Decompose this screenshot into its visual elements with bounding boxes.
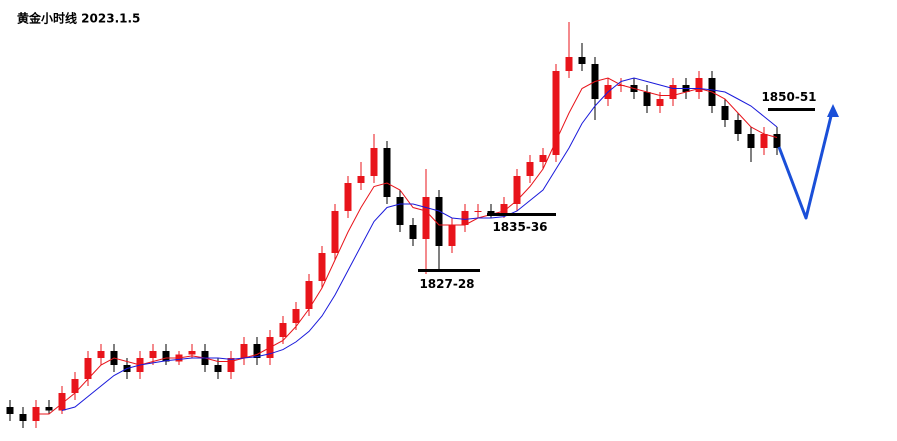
candle-body — [409, 225, 417, 239]
candle-body — [643, 92, 651, 106]
candle-body — [227, 358, 235, 372]
candle-body — [539, 155, 547, 162]
candle-body — [734, 120, 742, 134]
candle-body — [760, 134, 768, 148]
candle-body — [19, 414, 27, 421]
candle-body — [45, 407, 53, 411]
level-label: 1850-51 — [761, 90, 816, 104]
chart-title: 黄金小时线 2023.1.5 — [17, 11, 140, 26]
candle-body — [487, 211, 495, 215]
candle-body — [214, 365, 222, 372]
level-label: 1827-28 — [419, 277, 474, 291]
candle-body — [344, 183, 352, 211]
candle-body — [500, 204, 508, 215]
candle-body — [370, 148, 378, 176]
candle-body — [695, 78, 703, 92]
candle-body — [357, 176, 365, 183]
moving-average-line — [61, 77, 778, 411]
candle-body — [162, 351, 170, 362]
candle-body — [331, 211, 339, 253]
moving-average-line — [36, 77, 778, 415]
candle-body — [669, 85, 677, 99]
candle-body — [721, 106, 729, 120]
candle-body — [656, 99, 664, 106]
candle-body — [240, 344, 248, 358]
candle-body — [513, 176, 521, 204]
candle-body — [383, 148, 391, 197]
candle-body — [474, 211, 482, 212]
candle-body — [253, 344, 261, 358]
candle-body — [305, 281, 313, 309]
candle-body — [84, 358, 92, 379]
candle-body — [97, 351, 105, 358]
candle-body — [71, 379, 79, 393]
candle-body — [149, 351, 157, 358]
candle-body — [188, 351, 196, 355]
forecast-arrow — [777, 107, 835, 220]
candle-body — [552, 71, 560, 155]
candle-body — [435, 197, 443, 246]
candle-body — [396, 197, 404, 225]
candle-body — [448, 225, 456, 246]
candle-body — [279, 323, 287, 337]
candle-body — [292, 309, 300, 323]
candle-body — [578, 57, 586, 64]
candle-body — [461, 211, 469, 225]
plot: 1827-28 1835-36 1850-51 — [6, 22, 817, 428]
candle-body — [773, 134, 781, 148]
candle-body — [747, 134, 755, 148]
arrow-head — [827, 104, 839, 117]
candle-body — [565, 57, 573, 71]
candle-body — [422, 197, 430, 239]
candle-body — [318, 253, 326, 281]
candle-body — [58, 393, 66, 411]
level-label: 1835-36 — [492, 220, 547, 234]
candle-body — [6, 407, 14, 414]
candle-body — [526, 162, 534, 176]
